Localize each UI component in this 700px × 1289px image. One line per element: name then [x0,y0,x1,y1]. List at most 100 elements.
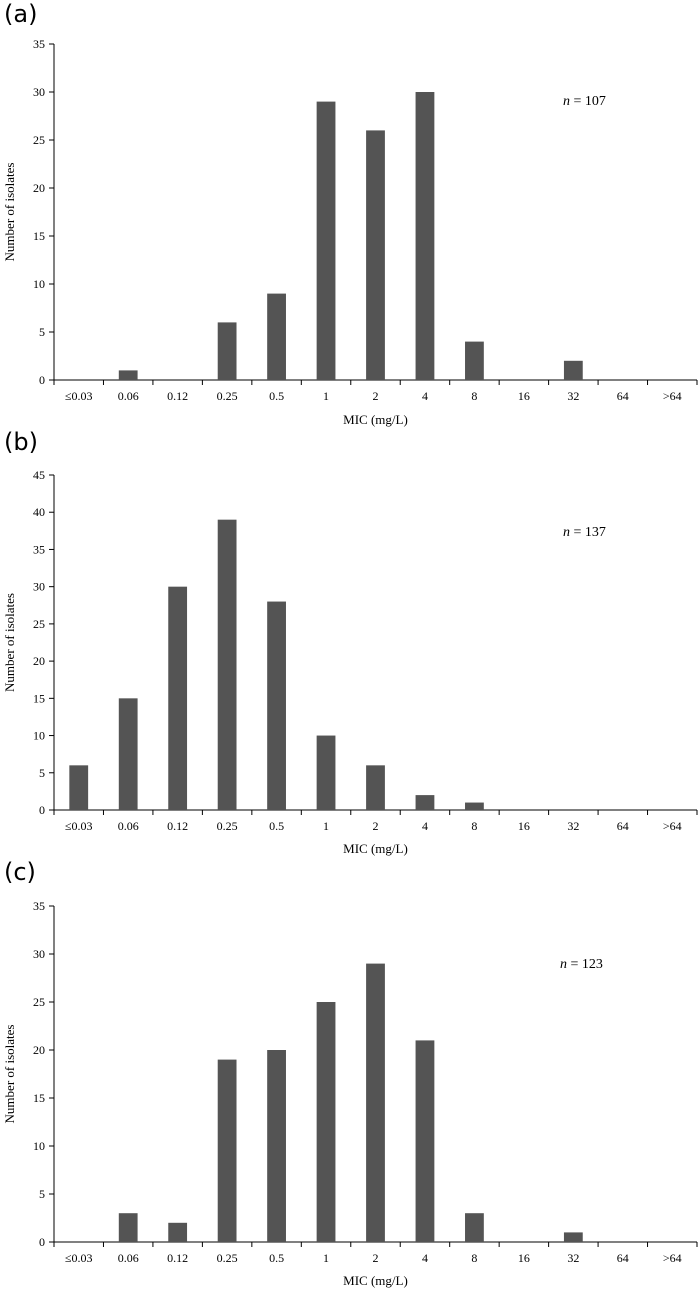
bar-32 [563,360,583,380]
sample-size-symbol: n [563,525,570,540]
bar-≤0.03 [69,765,89,810]
x-axis-label: MIC (mg/L) [343,412,408,427]
bar-1 [316,735,336,810]
x-tick-label: 1 [323,1251,329,1265]
chart-panel-1: 0 5 10 15 20 25 30 35 ≤0.03 0.06 0.12 0.25 0.5 1 2 4 8 16… [2,37,698,427]
sample-size-annotation: n = 107 [563,94,606,109]
x-tick-label: 64 [617,1251,629,1265]
bar-0.12 [168,586,188,810]
bar-2 [366,765,385,810]
bar-8 [465,1213,484,1242]
y-tick-label: 5 [39,325,45,339]
y-axis-label: Number of isolates [2,163,17,262]
x-tick-label: 0.25 [217,1251,238,1265]
sample-size-value: = 123 [567,957,603,972]
panel-c-letter: (c) [4,858,36,886]
bar-32 [563,1232,583,1242]
x-tick-label: ≤0.03 [65,1251,93,1265]
y-tick-label: 5 [39,766,45,780]
bar-1 [316,101,336,380]
bar-4 [415,795,435,810]
sample-size-value: = 107 [570,94,606,109]
x-tick-label: ≤0.03 [65,819,93,833]
x-tick-label: 64 [617,389,629,403]
bar-8 [465,341,484,380]
x-tick-label: >64 [663,389,682,403]
y-tick-label: 35 [33,37,45,51]
x-tick-label: 8 [471,389,477,403]
y-tick-label: 20 [33,181,45,195]
x-tick-label: >64 [663,1251,682,1265]
bar-8 [465,802,484,810]
x-tick-label: 0.12 [167,1251,188,1265]
x-tick-label: 1 [323,389,329,403]
bar-1 [316,1002,336,1242]
x-tick-label: 0.12 [167,819,188,833]
bar-0.5 [267,293,286,380]
x-tick-label: 1 [323,819,329,833]
y-tick-label: 25 [33,995,45,1009]
y-tick-label: 45 [33,468,45,482]
y-tick-label: 10 [33,277,45,291]
bar-4 [415,92,435,380]
bar-0.06 [118,698,138,810]
x-axis-label: MIC (mg/L) [343,1273,408,1288]
y-tick-label: 5 [39,1187,45,1201]
x-tick-label: 0.5 [269,1251,284,1265]
x-tick-label: 2 [373,1251,379,1265]
bar-2 [366,963,385,1242]
x-tick-label: >64 [663,819,682,833]
y-tick-label: 30 [33,85,45,99]
x-tick-label: 4 [422,1251,428,1265]
x-tick-label: 32 [567,1251,579,1265]
y-tick-label: 0 [39,373,45,387]
chart-panel-3: 0 5 10 15 20 25 30 35 ≤0.03 0.06 0.12 0.25 0.5 1 2 4 8 16… [2,899,698,1288]
bar-0.06 [118,370,138,380]
x-tick-label: 0.06 [118,389,139,403]
bar-2 [366,130,385,380]
x-tick-label: 0.5 [269,389,284,403]
x-tick-label: 32 [567,819,579,833]
y-tick-label: 35 [33,542,45,556]
y-tick-label: 20 [33,1043,45,1057]
y-tick-label: 15 [33,229,45,243]
y-tick-label: 40 [33,505,45,519]
x-tick-label: ≤0.03 [65,389,93,403]
bar-0.25 [217,1059,237,1242]
bar-0.5 [267,1050,286,1242]
y-axis-label: Number of isolates [2,593,17,692]
y-tick-label: 0 [39,803,45,817]
x-tick-label: 0.5 [269,819,284,833]
x-tick-label: 32 [567,389,579,403]
x-tick-label: 0.12 [167,389,188,403]
y-tick-label: 10 [33,729,45,743]
x-tick-label: 0.25 [217,819,238,833]
sample-size-symbol: n [560,957,567,972]
sample-size-annotation: n = 123 [560,957,603,972]
bar-0.06 [118,1213,138,1242]
y-tick-label: 35 [33,899,45,913]
x-tick-label: 4 [422,819,428,833]
x-tick-label: 8 [471,1251,477,1265]
x-tick-label: 16 [518,819,530,833]
y-tick-label: 15 [33,691,45,705]
panel-b-letter: (b) [4,428,38,456]
x-tick-label: 0.25 [217,389,238,403]
x-tick-label: 2 [373,819,379,833]
bar-0.5 [267,601,286,810]
sample-size-annotation: n = 137 [563,525,606,540]
panel-a-letter: (a) [4,0,38,28]
y-tick-label: 15 [33,1091,45,1105]
y-tick-label: 0 [39,1235,45,1249]
x-tick-label: 4 [422,389,428,403]
y-tick-label: 25 [33,617,45,631]
x-tick-label: 16 [518,389,530,403]
y-axis-label: Number of isolates [2,1025,17,1124]
x-tick-label: 0.06 [118,819,139,833]
bar-0.25 [217,519,237,810]
x-axis-label: MIC (mg/L) [343,841,408,856]
y-tick-label: 10 [33,1139,45,1153]
y-tick-label: 30 [33,947,45,961]
bar-4 [415,1040,435,1242]
bar-0.25 [217,322,237,380]
